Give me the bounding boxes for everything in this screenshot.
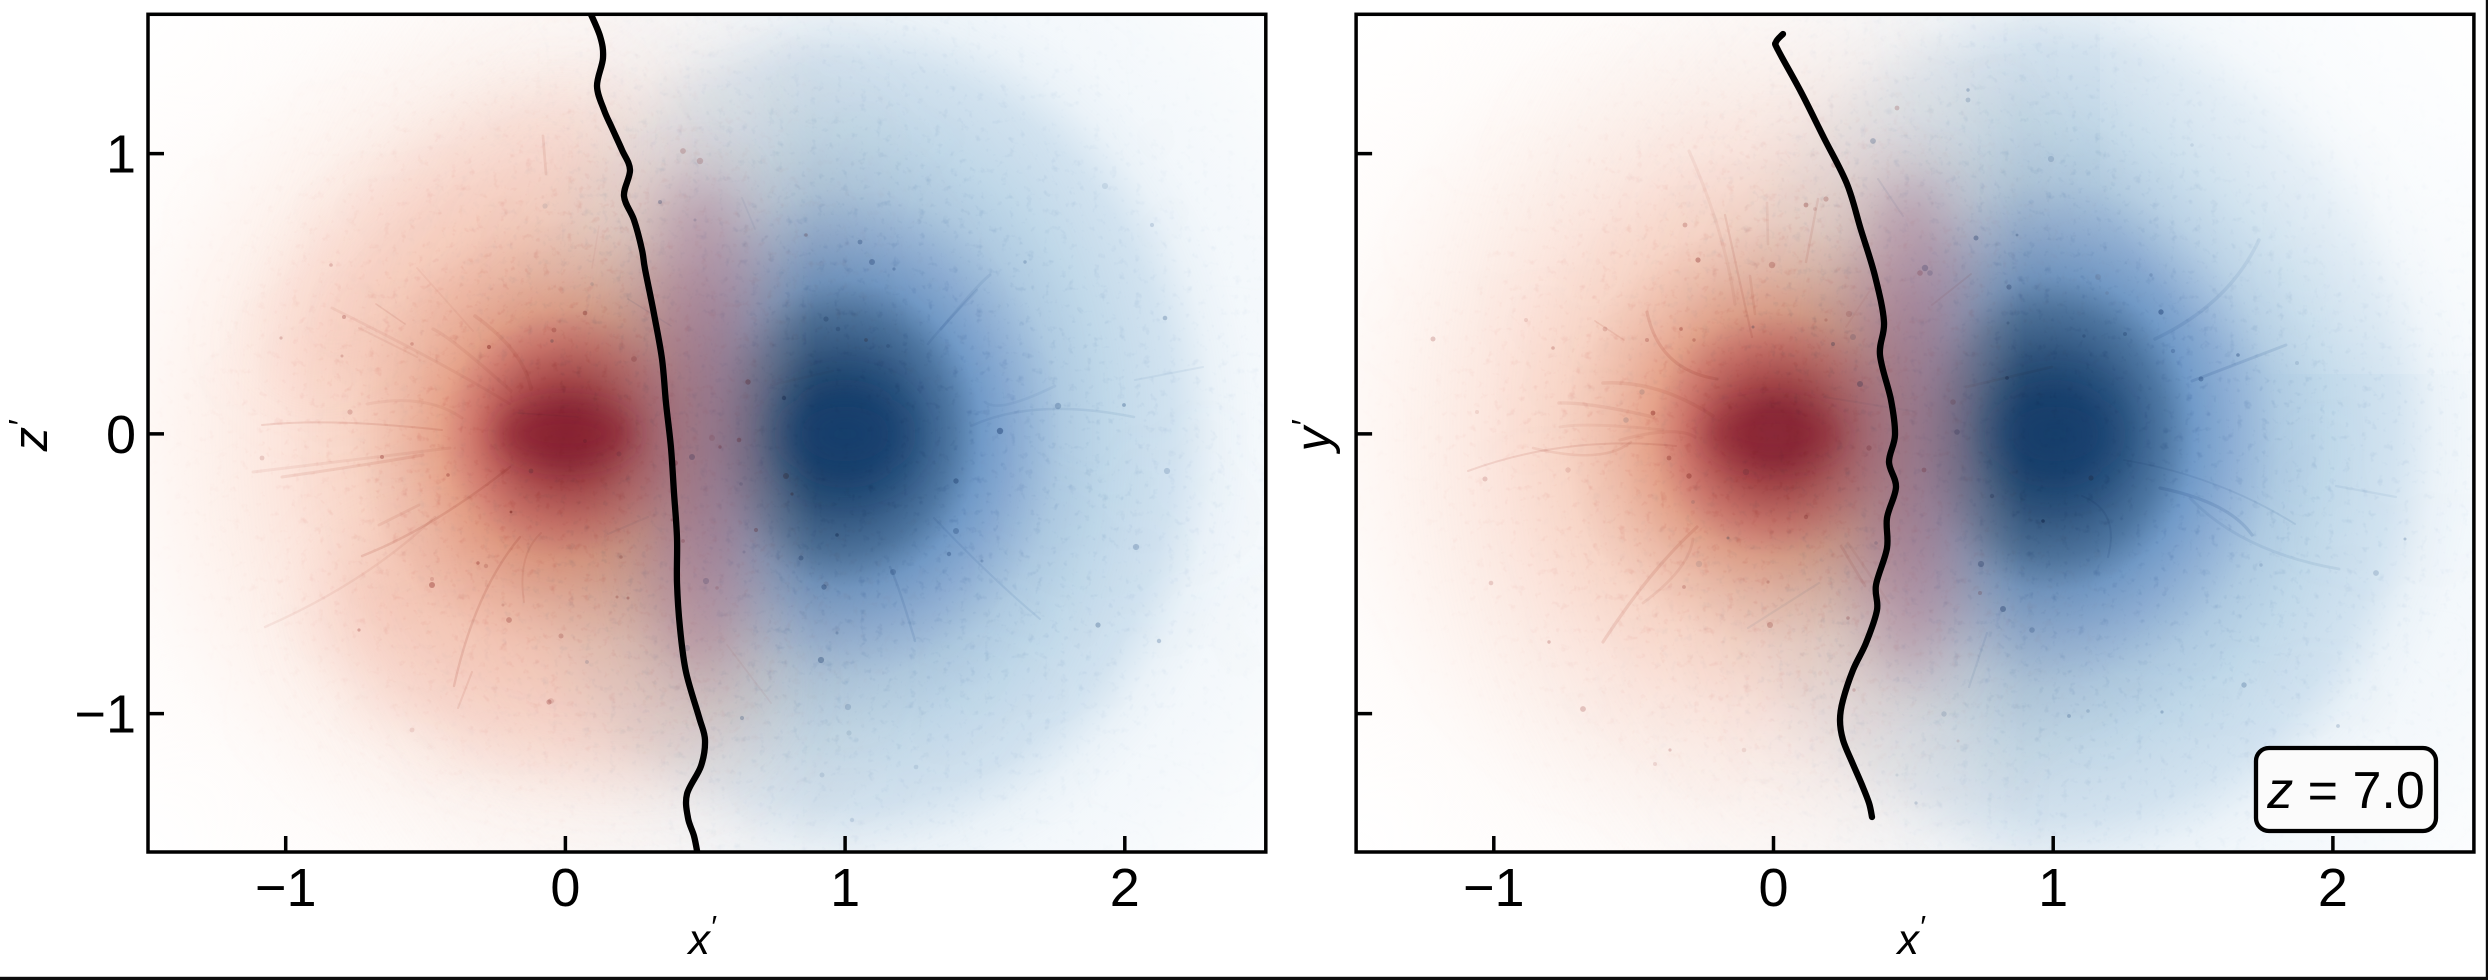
svg-text:0: 0	[106, 405, 136, 465]
svg-text:0: 0	[550, 858, 580, 918]
svg-text:x′: x′	[686, 909, 717, 964]
svg-text:2: 2	[1110, 858, 1140, 918]
svg-text:−1: −1	[74, 685, 136, 745]
svg-text:−1: −1	[255, 858, 317, 918]
svg-text:1: 1	[106, 125, 136, 185]
svg-text:1: 1	[830, 858, 860, 918]
svg-text:1: 1	[2038, 858, 2068, 918]
svg-text:−1: −1	[1463, 858, 1525, 918]
svg-text:2: 2	[2318, 858, 2348, 918]
svg-text:z = 7.0: z = 7.0	[2266, 762, 2425, 820]
svg-text:x′: x′	[1895, 909, 1926, 964]
svg-text:0: 0	[1758, 858, 1788, 918]
